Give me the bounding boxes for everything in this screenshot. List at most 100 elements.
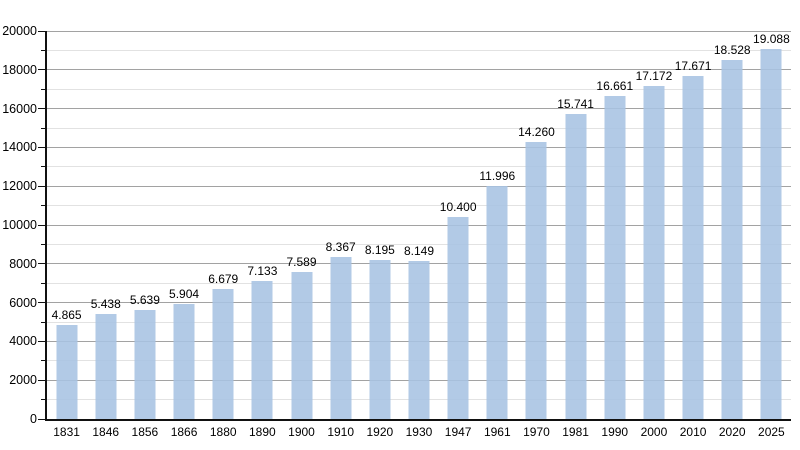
x-axis-label: 1970 [523,425,550,439]
bar-slot: 6.679 1880 [204,31,243,439]
bar-value-label: 8.367 [325,239,356,254]
bar-value-label: 14.260 [518,125,555,140]
bar [134,309,156,419]
bar [251,280,273,419]
y-tick-minor [41,360,45,362]
bar-value-label: 7.589 [286,254,317,269]
bars-container: 4.865 1831 5.438 1846 5.639 1856 5.904 1866 6.67… [47,31,791,439]
bar-value-label: 5.904 [169,287,200,302]
bar-value-label: 4.865 [51,307,82,322]
x-axis-label: 2025 [758,425,785,439]
y-tick-minor [41,166,45,168]
bar [760,48,782,419]
y-tick-major [38,418,45,420]
gridline-major [47,108,791,110]
bar-value-label: 19.088 [753,31,790,46]
bar-slot: 19.088 2025 [752,31,791,438]
x-axis-label: 1961 [483,425,511,439]
bar-value-label: 8.195 [364,243,395,258]
bar-slot: 8.367 1910 [321,31,360,438]
gridline-major [47,185,791,187]
x-axis-label: 1910 [327,425,355,439]
y-axis-label: 2000 [9,373,37,388]
y-axis-label: 10000 [2,218,37,232]
bar-slot: 5.904 1866 [164,31,203,439]
bar [682,76,704,419]
bar-slot: 7.133 1890 [243,31,282,438]
bar [525,142,547,419]
x-axis-label: 2010 [679,425,707,439]
x-axis-label: 1990 [601,425,629,439]
gridline-major [47,30,791,32]
y-axis-label: 6000 [9,295,37,310]
y-tick-minor [41,399,45,401]
bar [486,186,508,419]
x-axis-label: 1846 [92,425,120,439]
bar-value-label: 16.661 [596,78,634,93]
bar-slot: 15.741 1981 [556,31,595,438]
bar-value-label: 10.400 [439,200,477,215]
gridline-minor [47,49,791,51]
x-axis-label: 1880 [209,425,237,439]
bar [330,256,352,419]
bar [408,260,430,419]
y-tick-minor [41,205,45,207]
bar-value-label: 6.679 [208,272,239,287]
x-axis-label: 2020 [718,425,746,439]
bar [291,271,313,419]
bar [95,313,117,419]
x-axis-label: 1920 [366,425,394,439]
bar-value-label: 18.528 [713,42,751,57]
bar [565,113,587,419]
gridline-major [47,69,791,71]
bar-value-label: 15.741 [557,96,594,111]
y-tick-major [38,146,45,148]
x-axis-label: 1947 [444,425,472,439]
x-axis-label: 1930 [405,425,433,439]
bar-slot: 4.865 1831 [47,31,86,438]
y-tick-minor [41,243,45,245]
bar-slot: 5.639 1856 [125,31,164,438]
bar-slot: 11.996 1961 [478,31,517,439]
x-axis-label: 1831 [53,425,80,439]
gridline-major [47,146,791,148]
bar-slot: 14.260 1970 [517,31,556,439]
x-axis-label: 1856 [131,425,159,439]
bar-value-label: 11.996 [479,169,516,184]
bar-slot: 8.149 1930 [399,31,438,438]
bar-value-label: 5.639 [129,292,160,307]
y-axis-label: 4000 [9,334,37,349]
y-axis-label: 20000 [2,24,37,38]
x-axis-label: 2000 [640,425,668,439]
gridline-minor [47,127,791,129]
y-tick-minor [41,321,45,323]
bar-slot: 17.172 2000 [634,31,673,438]
bar-slot: 10.400 1947 [439,31,478,439]
gridline-minor [47,205,791,207]
y-tick-major [38,69,45,71]
y-tick-major [38,185,45,187]
x-axis-label: 1866 [170,425,198,439]
y-axis-label: 0 [30,412,37,426]
bar-slot: 5.438 1846 [86,31,125,438]
y-tick-major [38,30,45,32]
bar [56,324,78,419]
y-axis-label: 18000 [2,62,37,77]
bar-slot: 7.589 1900 [282,31,321,438]
y-tick-major [38,108,45,110]
bar-value-label: 7.133 [247,263,278,278]
bar-slot: 17.671 2010 [674,31,713,439]
y-tick-minor [41,127,45,129]
x-axis-label: 1900 [288,425,315,439]
bar [643,85,665,419]
bar-slot: 16.661 1990 [595,31,634,438]
bar-value-label: 17.671 [674,59,712,74]
gridline-minor [47,166,791,168]
y-tick-major [38,263,45,265]
bar-slot: 18.528 2020 [713,31,752,438]
gridline-minor [47,243,791,245]
y-axis-label: 12000 [2,179,37,194]
bar [604,95,626,419]
bar [721,59,743,419]
